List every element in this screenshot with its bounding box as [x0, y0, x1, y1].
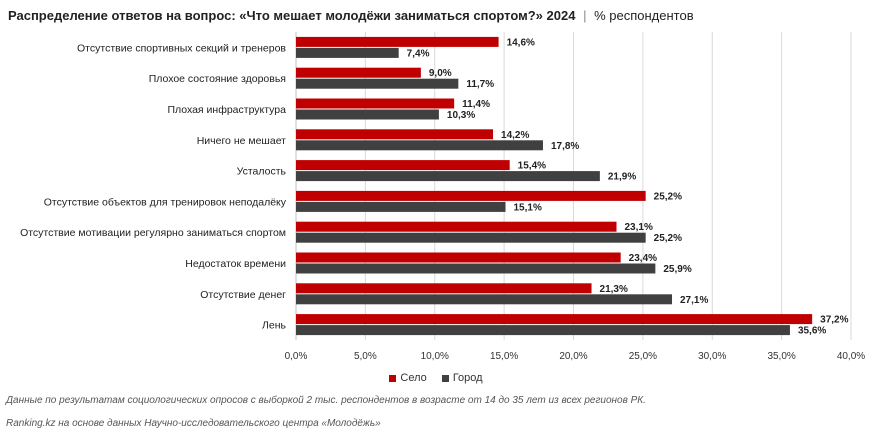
data-label: 14,2% [501, 130, 529, 141]
data-label: 10,3% [447, 110, 475, 121]
data-label: 27,1% [680, 295, 708, 306]
category-label: Ничего не мешает [197, 135, 286, 147]
legend-item-selo: Село [389, 372, 427, 384]
x-tick-label: 40,0% [837, 351, 865, 362]
category-label: Отсутствие объектов для тренировок непод… [44, 196, 287, 208]
bar-chart: 0,0% 5,0% 10,0% 15,0% 20,0% 25,0% 30,0% 35,0% 40… [20, 32, 865, 362]
bar-selo [296, 67, 421, 78]
legend-item-gorod: Город [441, 372, 483, 384]
x-tick-label: 5,0% [354, 351, 377, 362]
bar-selo [296, 221, 617, 232]
legend-swatch-gorod [441, 374, 449, 382]
bar-gorod [296, 171, 600, 182]
bar-selo [296, 252, 621, 263]
chart-title: Распределение ответов на вопрос: «Что ме… [8, 8, 576, 23]
chart-title-row: Распределение ответов на вопрос: «Что ме… [8, 8, 694, 23]
chart-subtitle: % респондентов [594, 8, 694, 23]
category-label: Плохая инфраструктура [167, 104, 286, 116]
category-label: Недостаток времени [185, 258, 286, 270]
x-tick-label: 10,0% [421, 351, 449, 362]
data-label: 25,2% [654, 191, 682, 202]
data-label: 25,9% [663, 264, 691, 275]
data-label: 14,6% [507, 37, 535, 48]
bar-selo [296, 98, 455, 109]
data-label: 21,9% [608, 172, 636, 183]
data-label: 23,4% [629, 253, 657, 264]
bar-selo [296, 129, 494, 140]
bar-gorod [296, 325, 790, 336]
category-label: Отсутствие мотивации регулярно заниматьс… [20, 227, 286, 239]
category-label: Плохое состояние здоровья [149, 73, 286, 85]
category-label: Отсутствие денег [200, 289, 286, 301]
legend-swatch-selo [389, 374, 397, 382]
bar-selo [296, 160, 510, 171]
data-label: 17,8% [551, 141, 579, 152]
data-label: 15,4% [518, 161, 546, 172]
footnote-methodology: Данные по результатам социологических оп… [6, 395, 646, 406]
data-label: 9,0% [429, 68, 452, 79]
category-label: Отсутствие спортивных секций и тренеров [77, 42, 286, 54]
legend-label-gorod: Город [452, 372, 483, 384]
legend: Село Город [0, 372, 872, 384]
data-label: 7,4% [407, 48, 430, 59]
data-label: 11,4% [462, 99, 490, 110]
bar-gorod [296, 109, 439, 120]
bar-gorod [296, 263, 656, 274]
bar-selo [296, 36, 499, 47]
x-tick-label: 25,0% [629, 351, 657, 362]
x-tick-label: 35,0% [767, 351, 795, 362]
x-tick-label: 20,0% [559, 351, 587, 362]
bar-gorod [296, 47, 399, 58]
legend-label-selo: Село [400, 372, 427, 384]
bar-gorod [296, 232, 646, 243]
category-label: Лень [262, 320, 287, 332]
x-tick-label: 30,0% [698, 351, 726, 362]
bar-gorod [296, 201, 506, 212]
bar-selo [296, 190, 646, 201]
category-label: Усталость [237, 166, 287, 178]
data-label: 37,2% [820, 315, 848, 326]
bar-gorod [296, 294, 673, 305]
data-label: 23,1% [625, 222, 653, 233]
data-label: 15,1% [514, 202, 542, 213]
bar-selo [296, 283, 592, 294]
bar-gorod [296, 140, 543, 151]
data-label: 35,6% [798, 326, 826, 337]
x-tick-label: 15,0% [490, 351, 518, 362]
data-label: 11,7% [466, 79, 494, 90]
bar-selo [296, 314, 813, 325]
title-separator: | [583, 8, 587, 23]
bar-gorod [296, 78, 459, 89]
footnote-source: Ranking.kz на основе данных Научно-иссле… [6, 418, 381, 429]
data-label: 25,2% [654, 233, 682, 244]
data-label: 21,3% [600, 284, 628, 295]
x-tick-label: 0,0% [285, 351, 308, 362]
